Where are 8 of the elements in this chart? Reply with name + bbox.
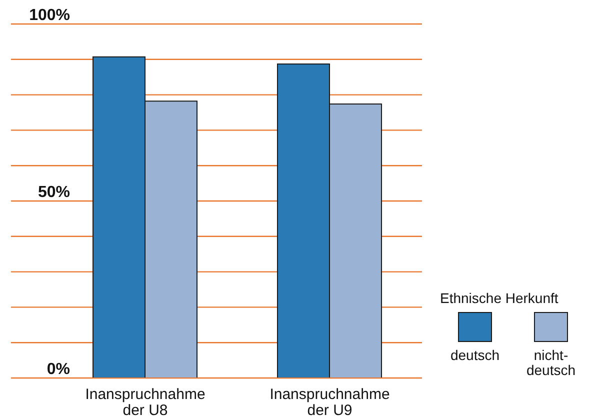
x-tick-label: Inanspruchnahme der U8 (85, 386, 206, 419)
y-tick-label: 0% (46, 361, 70, 378)
y-tick-label: 100% (29, 7, 70, 24)
legend-label: deutsch (450, 347, 500, 363)
y-tick-label: 50% (38, 184, 70, 201)
legend-title: Ethnische Herkunft (440, 290, 560, 306)
legend-label: nicht-deutsch (526, 347, 576, 378)
x-tick-label: Inanspruchnahme der U9 (270, 386, 390, 419)
